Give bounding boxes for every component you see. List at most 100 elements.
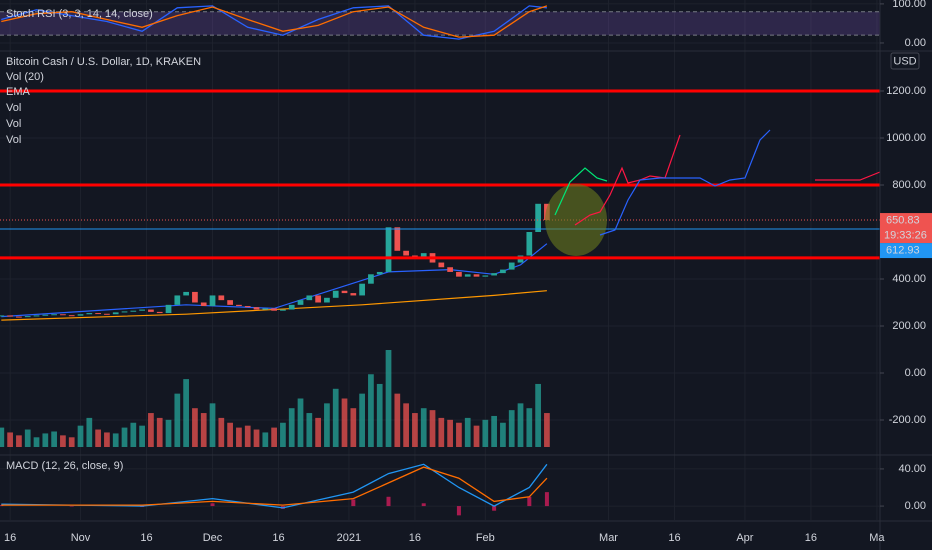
volume-bar: [42, 433, 49, 447]
volume-bar: [517, 403, 524, 447]
candle: [456, 271, 462, 277]
volume-bar: [332, 388, 339, 447]
volume-bar: [324, 403, 330, 447]
x-tick-label: 16: [140, 532, 152, 544]
candle: [218, 295, 225, 301]
volume-bar: [200, 413, 207, 447]
x-tick-label: Mar: [599, 532, 618, 544]
grid: [0, 0, 880, 520]
volume-bar: [368, 374, 374, 447]
volume-bar: [0, 427, 5, 447]
volume-bar: [227, 422, 233, 447]
currency-button[interactable]: [890, 52, 920, 70]
volume-bar: [306, 413, 313, 447]
volume-bar: [218, 417, 225, 447]
candle: [60, 314, 66, 316]
candle: [253, 307, 260, 310]
volume-bar: [7, 432, 13, 447]
x-tick-label: Dec: [203, 532, 223, 544]
ma-line: [1, 243, 548, 318]
y-tick-label: 1000.00: [886, 132, 926, 144]
candle: [42, 314, 49, 316]
candle: [77, 314, 84, 316]
y-tick-label: 0.00: [905, 500, 926, 512]
candle: [0, 315, 5, 317]
band-fill: [0, 11, 880, 36]
candle: [535, 203, 541, 232]
volume-bar: [68, 437, 75, 447]
candle: [95, 313, 101, 315]
countdown-label: 19:33:26: [884, 229, 927, 241]
candle: [482, 275, 489, 277]
x-tick-label: Nov: [71, 532, 91, 544]
volume-bar: [464, 417, 471, 447]
candle: [447, 267, 453, 272]
volume-bar: [95, 429, 101, 447]
histogram-bar: [456, 506, 461, 516]
volume-bar: [456, 422, 462, 447]
series-line: [1, 466, 548, 506]
volume-bar: [192, 408, 198, 447]
x-tick-label: 16: [805, 532, 817, 544]
projection-green: [554, 167, 608, 216]
volume-bar: [183, 379, 189, 447]
volume-bar: [350, 408, 357, 447]
volume-bar: [236, 427, 242, 447]
candle: [139, 309, 145, 311]
volume-bar: [385, 350, 392, 447]
volume-bar: [174, 393, 181, 447]
legend-item: Vol: [6, 118, 21, 130]
candle: [306, 295, 313, 301]
stoch-title: Stoch RSI (3, 3, 14, 14, close): [6, 8, 153, 20]
histogram-bar: [69, 506, 74, 507]
candle: [174, 295, 181, 305]
series-line: [1, 5, 548, 38]
candle: [341, 290, 348, 294]
volume-bar: [297, 398, 304, 447]
candle: [350, 293, 357, 296]
projection-red: [574, 134, 681, 226]
candle: [420, 253, 427, 258]
volume-bar: [121, 427, 128, 447]
volume-bar: [359, 393, 365, 447]
volume-bar: [341, 398, 348, 447]
volume-bar: [165, 419, 172, 447]
candle: [183, 291, 189, 296]
y-tick-label: 0.00: [905, 367, 926, 379]
volume-bar: [473, 425, 480, 447]
volume-bar: [491, 415, 497, 447]
volume-bar: [209, 403, 216, 447]
volume-bar: [535, 383, 541, 447]
candle: [297, 300, 304, 305]
volume-bar: [429, 410, 436, 447]
volume-bar: [271, 427, 277, 447]
y-tick-label: 40.00: [898, 463, 926, 475]
candle: [394, 227, 401, 251]
volume-bar: [156, 417, 163, 447]
candle: [315, 295, 321, 303]
volume-bar: [420, 408, 427, 447]
volume-bar: [376, 383, 383, 447]
candle: [121, 311, 128, 313]
candle: [148, 309, 154, 312]
x-tick-label: Ma: [869, 532, 885, 544]
histogram-bar: [544, 492, 549, 507]
candle: [192, 291, 198, 303]
candle: [156, 311, 163, 314]
candle: [209, 295, 216, 307]
volume-bar: [253, 429, 260, 447]
candle: [464, 274, 471, 277]
ref-price-label: 612.93: [886, 244, 920, 256]
x-tick-label: 16: [668, 532, 680, 544]
legend-item: Vol: [6, 134, 21, 146]
x-tick-label: Feb: [476, 532, 495, 544]
ref-price-box: [880, 243, 932, 259]
candle: [51, 314, 57, 316]
candle: [33, 315, 40, 317]
candle: [24, 316, 31, 318]
currency-label[interactable]: USD: [893, 55, 916, 67]
x-tick-label: 16: [4, 532, 16, 544]
volume-bar: [280, 422, 286, 447]
projection-blue: [599, 129, 771, 236]
candle: [280, 309, 286, 311]
